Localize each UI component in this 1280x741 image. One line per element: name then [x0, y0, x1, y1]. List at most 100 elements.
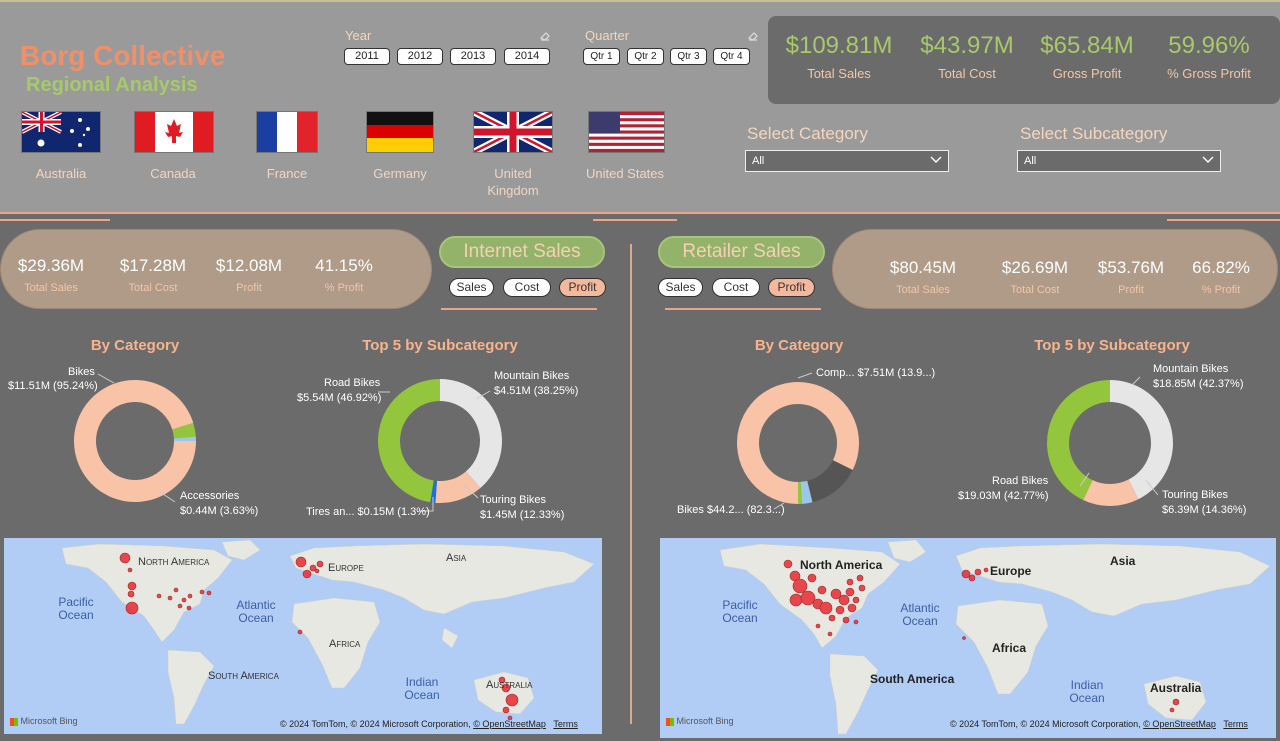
united-states-flag-button[interactable] — [589, 112, 664, 152]
donut-slice-comp-[interactable] — [807, 460, 853, 503]
map-credit-text: © 2024 TomTom, © 2024 Microsoft Corporat… — [950, 719, 1144, 729]
osm-link[interactable]: © OpenStreetMap — [473, 719, 546, 729]
country-label-canada: Canada — [150, 166, 196, 181]
terms-link[interactable]: Terms — [553, 719, 578, 729]
donut-slice-touring-bikes[interactable] — [1083, 479, 1139, 506]
quarter-1-button[interactable]: Qtr 1 — [583, 48, 620, 65]
internet-charts-svg — [73, 373, 502, 512]
donut-slice-tires-an-[interactable] — [430, 480, 438, 503]
osm-link[interactable]: © OpenStreetMap — [1143, 719, 1216, 729]
germany-flag-button[interactable] — [367, 112, 433, 152]
retailer-pct-profit-value: 66.82% — [1192, 258, 1250, 277]
donut-slice-accessories[interactable] — [172, 423, 196, 439]
leader-line — [462, 483, 479, 499]
divider-line — [441, 308, 597, 310]
kpi-gross-profit-value: $65.84M — [1040, 32, 1134, 59]
bing-logo: Microsoft Bing — [666, 716, 734, 726]
kpi-total-cost-label: Total Cost — [938, 66, 996, 81]
retailer-comp-label: Comp... $7.51M (13.9...) — [816, 367, 936, 379]
year-slicer-label: Year — [345, 28, 372, 43]
sales-location-markers — [783, 559, 1180, 713]
bing-text: Microsoft Bing — [20, 716, 78, 726]
map-label-atlantic: Atlantic Ocean — [900, 601, 940, 628]
donut-slice-bikes[interactable] — [73, 379, 196, 502]
retailer-pct-profit-label: % Profit — [1201, 284, 1241, 296]
retailer-sales-title: Retailer Sales — [658, 236, 825, 268]
terms-link[interactable]: Terms — [1223, 719, 1248, 729]
donut-slice-road-bikes[interactable] — [378, 379, 440, 503]
donut-slice-mountain-bikes[interactable] — [1110, 380, 1173, 500]
donut-slice-road-bikes[interactable] — [1047, 380, 1110, 500]
retailer-charts-svg — [737, 372, 1173, 510]
map-label-pacific: Pacific Ocean — [722, 598, 758, 625]
retailer-subcategory-donut — [1047, 380, 1173, 506]
united-kingdom-flag-button[interactable] — [474, 112, 552, 152]
leader-line — [475, 390, 491, 400]
donut-slice-mountain-bikes[interactable] — [440, 379, 502, 489]
map-label-atlantic: Atlantic Ocean — [236, 598, 276, 625]
leader-line — [420, 497, 434, 512]
header-panel: Borg Collective Regional Analysis Year 2… — [0, 0, 1280, 214]
retailer-category-donut — [737, 382, 859, 504]
map-label-europe: Europe — [990, 564, 1032, 578]
map-label-pacific: Pacific Ocean — [58, 595, 94, 622]
internet-sales-toggle[interactable]: Sales — [449, 278, 494, 297]
map-label-africa: Africa — [992, 641, 1027, 655]
donut-slice-touring-bikes[interactable] — [435, 471, 481, 503]
eraser-icon[interactable] — [539, 29, 551, 41]
divider-line — [593, 219, 677, 221]
country-label-germany: Germany — [373, 166, 427, 181]
year-2014-button[interactable]: 2014 — [504, 48, 550, 65]
retailer-sales-toggle[interactable]: Sales — [658, 278, 703, 297]
internet-total-sales-value: $29.36M — [17, 256, 85, 275]
retailer-total-cost-value: $26.69M — [1001, 258, 1069, 277]
quarter-4-button[interactable]: Qtr 4 — [713, 48, 750, 65]
australia-flag-button[interactable] — [22, 112, 100, 152]
subcategory-select[interactable]: All — [1017, 150, 1221, 172]
canada-flag-button[interactable] — [135, 112, 213, 152]
retailer-profit-label: Profit — [1118, 284, 1144, 296]
country-label-united-states: United States — [585, 166, 665, 181]
internet-touring-bikes-value: $1.45M (12.33%) — [480, 509, 565, 521]
year-2013-button[interactable]: 2013 — [450, 48, 496, 65]
quarter-3-button[interactable]: Qtr 3 — [670, 48, 707, 65]
internet-accessories-value: $0.44M (3.63%) — [180, 505, 259, 517]
donut-slice-clothing[interactable] — [173, 436, 196, 441]
map-label-north-america: North America — [800, 558, 883, 572]
leader-line — [1145, 479, 1159, 496]
france-flag-button[interactable] — [257, 112, 317, 152]
world-map-svg — [719, 539, 1271, 735]
eraser-icon[interactable] — [747, 29, 759, 41]
internet-profit-toggle[interactable]: Profit — [559, 278, 606, 297]
retailer-bikes-label: Bikes $44.2... (82.3...) — [677, 504, 785, 516]
kpi-total-sales-label: Total Sales — [807, 66, 871, 81]
quarter-2-button[interactable]: Qtr 2 — [627, 48, 664, 65]
internet-total-cost-value: $17.28M — [119, 256, 187, 275]
retailer-sales-map[interactable]: North America Europe Asia Africa South A… — [660, 538, 1276, 738]
internet-pct-profit-value: 41.15% — [315, 256, 373, 275]
divider-line — [1167, 219, 1280, 221]
internet-sales-map[interactable]: North America Europe Asia Africa South A… — [4, 538, 602, 734]
internet-bikes-label: Bikes — [68, 366, 95, 378]
year-2012-button[interactable]: 2012 — [397, 48, 443, 65]
bing-logo: Microsoft Bing — [10, 716, 78, 726]
retailer-profit-toggle[interactable]: Profit — [768, 278, 815, 297]
donut-slice-bikes[interactable] — [737, 382, 859, 504]
internet-cost-toggle[interactable]: Cost — [503, 278, 551, 297]
internet-subcategory-donut — [378, 379, 502, 503]
internet-by-category-title: By Category — [90, 337, 180, 354]
internet-mountain-bikes-value: $4.51M (38.25%) — [494, 385, 579, 397]
map-label-south-america: South America — [208, 670, 279, 682]
bing-text: Microsoft Bing — [676, 716, 734, 726]
category-select-value: All — [752, 155, 765, 167]
retailer-cost-toggle[interactable]: Cost — [712, 278, 760, 297]
year-2011-button[interactable]: 2011 — [344, 48, 390, 65]
donut-slice-clothing[interactable] — [800, 480, 813, 504]
donut-slice-accessories[interactable] — [798, 481, 802, 504]
internet-accessories-label: Accessories — [180, 490, 240, 502]
category-select[interactable]: All — [745, 150, 949, 172]
internet-total-cost-label: Total Cost — [128, 282, 178, 294]
map-label-asia: Asia — [446, 552, 467, 564]
map-credit-text: © 2024 TomTom, © 2024 Microsoft Corporat… — [280, 719, 474, 729]
internet-tires-label: Tires an... $0.15M (1.3%) — [306, 506, 430, 518]
